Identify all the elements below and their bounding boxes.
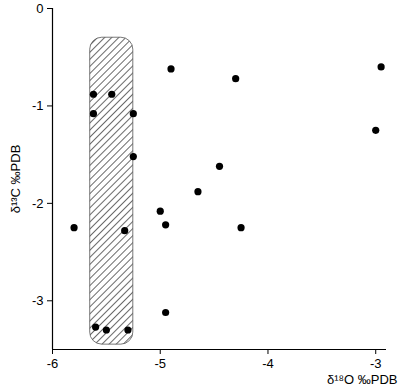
svg-text:-4: -4 [262,356,274,371]
svg-text:δ¹⁸O ‰PDB: δ¹⁸O ‰PDB [327,372,398,387]
svg-text:-3: -3 [370,356,382,371]
svg-text:-1: -1 [32,98,44,113]
svg-text:0: 0 [36,1,43,16]
svg-text:-3: -3 [32,293,44,308]
svg-text:-2: -2 [32,196,44,211]
svg-text:-5: -5 [154,356,166,371]
svg-text:δ¹³C ‰PDB: δ¹³C ‰PDB [8,145,23,214]
svg-text:-6: -6 [47,356,59,371]
